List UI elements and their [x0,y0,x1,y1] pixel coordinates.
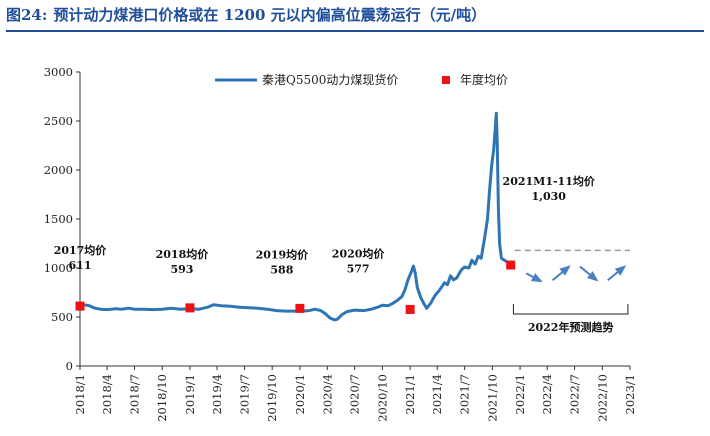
x-ticks: 2018/1 2018/4 2018/7 2018/10 2019/1 2019/4 201… [73,366,637,422]
annotation-title: 2020均价 [332,246,386,260]
x-tick-label: 2019/4 [210,374,224,414]
y-tick-label: 0 [66,359,73,373]
annual-avg-marker [75,301,85,311]
x-tick-label: 2019/10 [265,374,279,422]
x-tick-label: 2022/7 [568,374,582,414]
forecast-arrow-head [559,265,571,276]
annotation-title: 2021M1-11均价 [503,174,596,188]
x-tick-label: 2021/10 [485,374,499,422]
x-tick-label: 2018/4 [100,374,114,414]
y-tick-label: 2000 [44,163,73,177]
x-tick-label: 2019/7 [237,374,251,414]
x-tick-label: 2020/4 [320,374,334,414]
x-tick-label: 2023/1 [623,374,637,414]
annual-avg-marker [506,260,516,270]
forecast-arrow-head [587,271,599,282]
x-tick-label: 2019/1 [183,374,197,414]
legend-marker-swatch [442,76,450,84]
annotation-value: 611 [69,259,92,272]
x-tick-label: 2018/7 [128,374,142,414]
annotation-value: 588 [270,263,293,276]
x-tick-label: 2022/4 [540,374,554,414]
annotations: 2017均价 611 2018均价 593 2019均价 588 2020均价 577 2021… [54,174,596,276]
y-tick-label: 2500 [44,114,73,128]
title-rule [6,30,704,32]
x-tick-label: 2021/1 [403,374,417,414]
x-tick-label: 2018/1 [73,374,87,414]
y-tick-label: 3000 [44,65,73,79]
x-tick-label: 2018/10 [155,374,169,422]
x-tick-label: 2020/10 [375,374,389,422]
annotation-value: 577 [347,262,370,275]
x-tick-label: 2020/1 [293,374,307,414]
x-tick-label: 2020/7 [348,374,362,414]
figure-label: 图24: [6,6,48,24]
y-tick-label: 1000 [44,261,73,275]
y-tick-label: 1500 [44,212,73,226]
annotation-title: 2017均价 [54,243,108,257]
annotation-title: 2018均价 [156,247,210,261]
forecast-bracket [512,304,629,315]
legend: 秦港Q5500动力煤现货价 年度均价 [215,72,508,87]
annotation-title: 2019均价 [256,247,310,261]
x-tick-label: 2022/10 [595,374,609,422]
series [78,111,512,322]
figure-title: 图24: 预计动力煤港口价格或在 1200 元以内偏高位震荡运行（元/吨） [6,4,704,26]
legend-label: 年度均价 [460,72,508,87]
annotation-value: 593 [170,263,193,276]
forecast-trend: 2022年预测趋势 [512,249,630,334]
avg-markers [75,260,516,314]
annotation-value: 1,030 [531,190,566,203]
x-tick-label: 2021/4 [430,374,444,414]
annual-avg-marker [295,303,305,313]
x-tick-label: 2022/1 [513,374,527,414]
spot-price-line [78,111,512,322]
annual-avg-marker [185,303,195,313]
figure-title-text: 预计动力煤港口价格或在 1200 元以内偏高位震荡运行（元/吨） [53,6,487,24]
y-ticks: 0 500 1000 1500 2000 2500 3000 [44,65,80,373]
forecast-bracket-label: 2022年预测趋势 [528,320,614,334]
annual-avg-marker [405,304,415,314]
legend-label: 秦港Q5500动力煤现货价 [262,72,398,87]
forecast-arrow-head [614,265,627,276]
x-tick-label: 2021/7 [458,374,472,414]
forecast-arrow-head [530,273,543,283]
y-tick-label: 500 [51,310,73,324]
